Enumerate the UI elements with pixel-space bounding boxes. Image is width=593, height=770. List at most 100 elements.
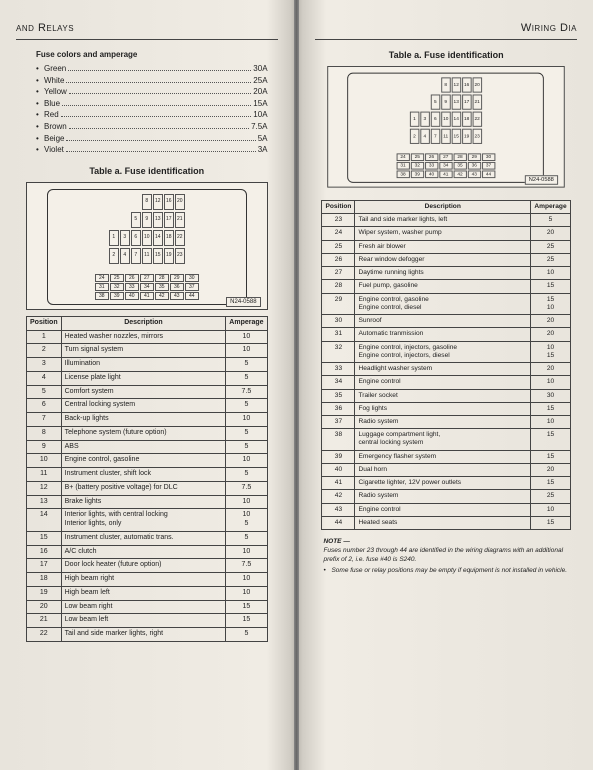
fuse-slot: 35 [155, 283, 169, 291]
table-row: 17Door lock heater (future option)7.5 [27, 559, 268, 573]
cell-description: Engine control, injectors, gasolineEngin… [355, 341, 531, 362]
cell-position: 37 [322, 415, 355, 428]
cell-description: Engine control, gasolineEngine control, … [355, 293, 531, 314]
cell-description: Emergency flasher system [355, 450, 531, 463]
color-name: Violet [44, 144, 64, 156]
cell-amperage: 5 [226, 468, 267, 482]
cell-amperage: 15 [530, 450, 570, 463]
color-amp: 5A [258, 133, 268, 145]
bullet-icon: • [36, 75, 44, 87]
cell-description: Low beam left [61, 614, 226, 628]
cell-position: 21 [27, 614, 62, 628]
fuse-slot: 38 [95, 292, 109, 300]
cell-position: 1 [27, 330, 62, 344]
fuse-slot: 7 [431, 129, 441, 144]
cell-position: 15 [27, 531, 62, 545]
cell-position: 11 [27, 468, 62, 482]
fuse-slot: 16 [462, 77, 472, 92]
table-row: 7Back-up lights10 [27, 413, 268, 427]
color-row: • Yellow 20A [36, 86, 268, 98]
cell-description: License plate light [61, 371, 226, 385]
table-row: 27Daytime running lights10 [322, 267, 571, 280]
cell-amperage: 10 [530, 415, 570, 428]
cell-amperage: 5 [226, 628, 267, 642]
table-row: 28Fuel pump, gasoline15 [322, 280, 571, 293]
note-block: NOTE — Fuses number 23 through 44 are id… [323, 538, 569, 574]
fuse-slot: 44 [482, 171, 495, 179]
bullet-icon: • [36, 63, 44, 75]
cell-description: Fog lights [355, 402, 531, 415]
table-row: 11Instrument cluster, shift lock5 [27, 468, 268, 482]
fuse-colors-block: Fuse colors and amperage • Green 30A• Wh… [36, 50, 268, 156]
color-row: • Red 10A [36, 109, 268, 121]
cell-description: Turn signal system [61, 344, 226, 358]
cell-amperage: 5 [226, 358, 267, 372]
dots [62, 105, 251, 106]
fuse-slot: 32 [411, 162, 424, 170]
cell-description: Central locking system [61, 399, 226, 413]
cell-description: High beam right [61, 573, 226, 587]
cell-description: Sunroof [355, 315, 531, 328]
fuse-slot: 14 [452, 112, 462, 127]
table-row: 6Central locking system5 [27, 399, 268, 413]
cell-amperage: 15 [226, 614, 267, 628]
cell-amperage: 1015 [530, 341, 570, 362]
fuse-slot: 25 [110, 274, 124, 282]
color-amp: 30A [253, 63, 267, 75]
cell-description: Door lock heater (future option) [61, 559, 226, 573]
table-header-row: Position Description Amperage [27, 316, 268, 330]
cell-amperage: 15 [530, 516, 570, 529]
table-row: 10Engine control, gasoline10 [27, 454, 268, 468]
table-row: 18High beam right10 [27, 573, 268, 587]
cell-position: 34 [322, 376, 355, 389]
cell-position: 42 [322, 490, 355, 503]
table-row: 43Engine control10 [322, 503, 571, 516]
cell-description: Headlight washer system [355, 363, 531, 376]
fuse-slot: 22 [473, 112, 483, 127]
fuse-slot: 9 [441, 95, 451, 110]
note-body: Fuses number 23 through 44 are identifie… [323, 547, 569, 564]
cell-position: 30 [322, 315, 355, 328]
cell-position: 35 [322, 389, 355, 402]
cell-description: Cigarette lighter, 12V power outlets [355, 477, 531, 490]
table-row: 38Luggage compartment light,central lock… [322, 429, 571, 450]
cell-position: 20 [27, 600, 62, 614]
col-amperage: Amperage [530, 201, 570, 214]
fuse-slot: 40 [425, 171, 438, 179]
fuse-slot: 7 [131, 248, 141, 264]
book-spine [294, 0, 300, 770]
color-name: Red [44, 109, 59, 121]
table-row: 21Low beam left15 [27, 614, 268, 628]
fuse-slot: 39 [110, 292, 124, 300]
cell-amperage: 30 [530, 389, 570, 402]
fuse-slot: 9 [142, 212, 152, 228]
table-row: 42Radio system25 [322, 490, 571, 503]
color-row: • Brown 7.5A [36, 121, 268, 133]
cell-amperage: 7.5 [226, 481, 267, 495]
diagram-label: N24-0588 [525, 175, 558, 185]
cell-position: 25 [322, 240, 355, 253]
fuse-slot: 24 [397, 153, 410, 161]
cell-position: 23 [322, 214, 355, 227]
table-row: 22Tail and side marker lights, right5 [27, 628, 268, 642]
cell-position: 16 [27, 545, 62, 559]
dots [61, 116, 252, 117]
table-row: 13Brake lights10 [27, 495, 268, 509]
fuse-slot: 10 [142, 230, 152, 246]
color-name: White [44, 75, 64, 87]
fuse-slot: 3 [421, 112, 431, 127]
fuse-slot: 19 [164, 248, 174, 264]
header-left: and Relays [16, 22, 278, 40]
table-row: 2Turn signal system10 [27, 344, 268, 358]
table-row: 19High beam left10 [27, 586, 268, 600]
color-row: • Green 30A [36, 63, 268, 75]
table-row: 14Interior lights, with central lockingI… [27, 509, 268, 532]
cell-position: 22 [27, 628, 62, 642]
cell-position: 29 [322, 293, 355, 314]
cell-description: A/C clutch [61, 545, 226, 559]
cell-description: Rear window defogger [355, 253, 531, 266]
table-row: 23Tail and side marker lights, left5 [322, 214, 571, 227]
cell-position: 43 [322, 503, 355, 516]
fuse-slot: 11 [441, 129, 451, 144]
cell-position: 13 [27, 495, 62, 509]
